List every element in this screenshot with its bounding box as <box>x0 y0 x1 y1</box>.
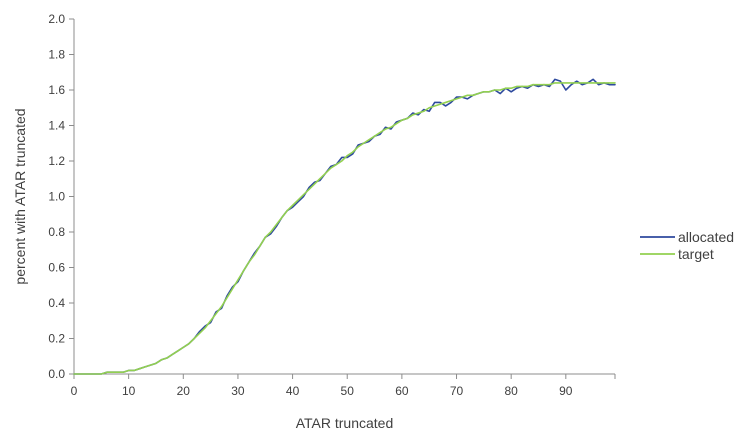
legend-label-target: target <box>678 246 714 262</box>
x-tick-label: 30 <box>231 384 245 398</box>
y-tick-label: 0.2 <box>48 332 65 346</box>
x-tick-label: 40 <box>286 384 300 398</box>
y-tick-label: 0.6 <box>48 261 65 275</box>
x-tick-label: 20 <box>177 384 191 398</box>
x-tick-label: 10 <box>122 384 136 398</box>
y-tick-label: 0.4 <box>48 296 65 310</box>
x-axis-title: ATAR truncated <box>296 415 394 431</box>
series-line-target <box>73 82 616 375</box>
y-tick-label: 1.8 <box>48 48 65 62</box>
x-tick-label: 90 <box>559 384 573 398</box>
y-tick-label: 1.4 <box>48 119 65 133</box>
series-layer <box>73 78 616 375</box>
x-tick-label: 0 <box>71 384 78 398</box>
x-tick-label: 70 <box>450 384 464 398</box>
x-tick-label: 50 <box>341 384 355 398</box>
x-tick-label: 80 <box>504 384 518 398</box>
x-tick-label: 60 <box>395 384 409 398</box>
series-line-allocated <box>73 78 616 375</box>
y-axis-ticks: 0.0 0.2 0.4 0.6 0.8 1.0 1.2 1.4 1.6 1.8 2.0 <box>48 12 74 381</box>
y-tick-label: 2.0 <box>48 12 65 26</box>
y-tick-label: 0.0 <box>48 367 65 381</box>
legend-label-allocated: allocated <box>678 229 734 245</box>
y-tick-label: 1.2 <box>48 154 65 168</box>
y-axis-title: percent with ATAR truncated <box>12 108 28 284</box>
y-tick-label: 0.8 <box>48 225 65 239</box>
y-tick-label: 1.6 <box>48 83 65 97</box>
y-tick-label: 1.0 <box>48 190 65 204</box>
x-axis-ticks: 0 10 20 30 40 50 60 70 80 90 <box>71 374 616 398</box>
